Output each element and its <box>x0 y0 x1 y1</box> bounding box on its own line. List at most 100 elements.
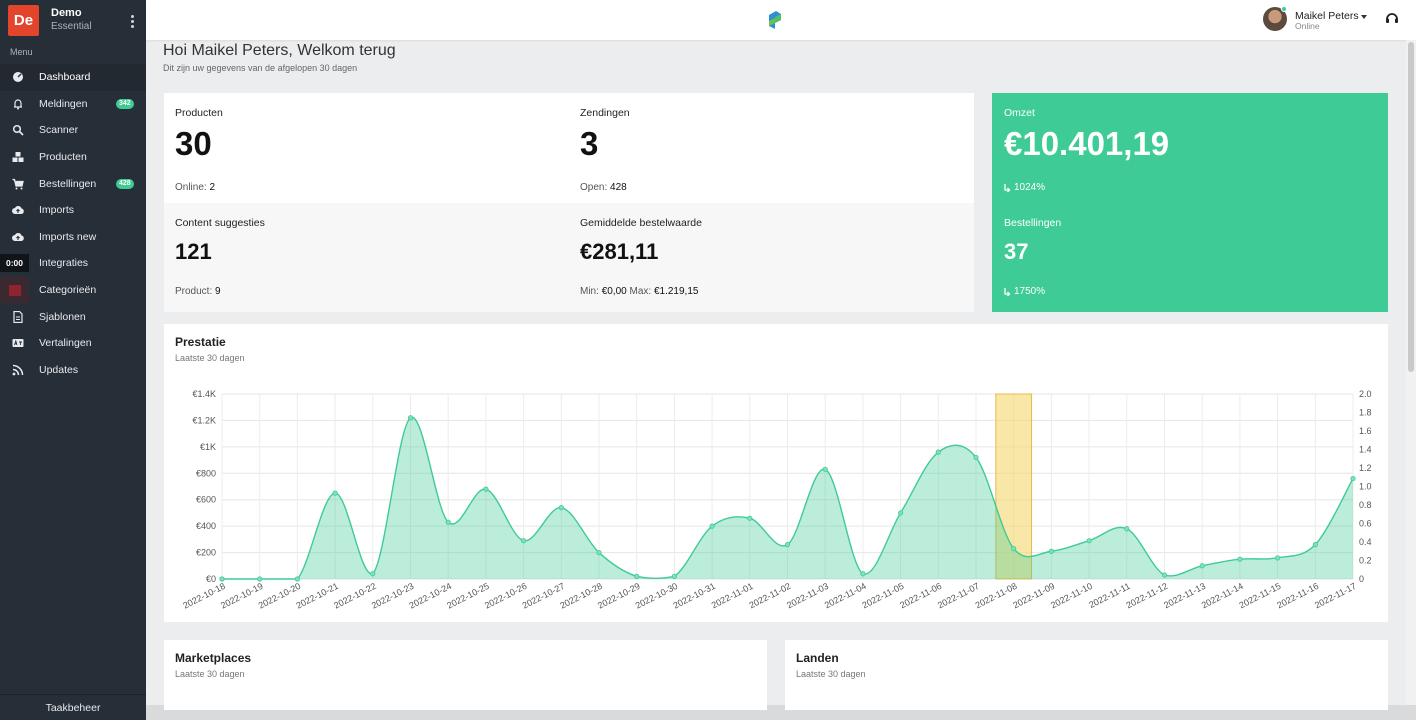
y-tick-label-left: €1.4K <box>192 389 216 399</box>
data-point <box>860 571 866 577</box>
stat-producten[interactable]: Producten 30 Online: 2 <box>164 93 569 202</box>
count-badge: 428 <box>116 178 134 189</box>
x-tick-label: 2022-11-11 <box>1087 581 1131 610</box>
page-title: Hoi Maikel Peters, Welkom terug <box>163 42 396 59</box>
sidebar-item-integraties[interactable]: 0:00 Integraties <box>0 250 146 277</box>
stat-value: 3 <box>580 125 599 162</box>
brand-plan: Essential <box>51 21 92 32</box>
x-tick-label: 2022-11-15 <box>1238 581 1283 611</box>
bestellingen-stat[interactable]: Bestellingen 37 1750% <box>992 203 1388 312</box>
language-icon <box>12 337 24 349</box>
sidebar-item-updates[interactable]: Updates <box>0 357 146 384</box>
brand[interactable]: De Demo Essential <box>0 0 146 40</box>
data-point <box>973 454 979 461</box>
sidebar-item-label: Producten <box>39 151 87 164</box>
data-point <box>1086 538 1092 544</box>
x-tick-label: 2022-10-27 <box>521 581 567 611</box>
sidebar-item-producten[interactable]: Producten <box>0 144 146 171</box>
data-point <box>219 576 225 582</box>
data-point <box>897 510 904 516</box>
landen-subtitle: Laatste 30 dagen <box>796 669 866 679</box>
sidebar-item-sjablonen[interactable]: Sjablonen <box>0 303 146 330</box>
data-point <box>671 573 677 579</box>
sidebar-item-bestellingen[interactable]: Bestellingen 428 <box>0 170 146 197</box>
data-point <box>558 505 564 511</box>
sidebar-item-vertalingen[interactable]: Vertalingen <box>0 330 146 357</box>
x-tick-label: 2022-11-10 <box>1049 581 1094 611</box>
y-tick-label-right: 1.2 <box>1359 463 1372 473</box>
omzet-stat[interactable]: Omzet €10.401,19 1024% <box>992 93 1388 202</box>
sidebar-item-label: Dashboard <box>39 71 91 84</box>
data-point <box>294 576 300 582</box>
stat-label: Zendingen <box>580 107 630 119</box>
main-nav: Dashboard Meldingen 342 Scanner Producten Bes… <box>0 64 146 383</box>
sidebar-item-label: Sjablonen <box>39 310 86 323</box>
sidebar: De Demo Essential Menu Dashboard Meldinge… <box>0 0 146 720</box>
cloud-upload-icon <box>12 204 24 216</box>
data-point <box>709 523 715 529</box>
sidebar-item-dashboard[interactable]: Dashboard <box>0 64 146 91</box>
x-tick-label: 2022-11-03 <box>785 581 830 611</box>
cart-icon <box>12 178 24 190</box>
performance-panel: Prestatie Laatste 30 dagen €0 €200 €400 €60… <box>164 324 1388 622</box>
y-tick-label-left: €200 <box>196 548 216 558</box>
y-tick-label-right: 2.0 <box>1359 389 1372 399</box>
cloud-upload-icon <box>12 231 24 243</box>
y-tick-label-right: 1.6 <box>1359 426 1372 436</box>
bell-icon <box>12 98 24 110</box>
sidebar-item-imports-new[interactable]: Imports new <box>0 224 146 251</box>
performance-title: Prestatie <box>175 335 226 349</box>
y-tick-label-left: €0 <box>206 574 216 584</box>
stat-label: Content suggesties <box>175 217 265 229</box>
data-point <box>445 519 451 525</box>
x-tick-label: 2022-10-19 <box>219 581 265 611</box>
y-tick-label-right: 1.0 <box>1359 482 1372 492</box>
taakbeheer-button[interactable]: Taakbeheer <box>0 694 146 720</box>
scroll-thumb[interactable] <box>1408 42 1414 372</box>
landen-title: Landen <box>796 651 839 665</box>
sidebar-item-label: Categorieën <box>39 284 97 297</box>
x-tick-label: 2022-10-25 <box>445 581 491 611</box>
x-tick-label: 2022-11-08 <box>974 581 1019 611</box>
sidebar-item-label: Updates <box>39 363 79 376</box>
performance-chart[interactable]: €0 €200 €400 €600 €800 €1K €1.2K €1.4K 0 0.2 0.4 0.… <box>164 324 1388 622</box>
stat-label: Gemiddelde bestelwaarde <box>580 217 702 229</box>
stat-content-suggesties[interactable]: Content suggesties 121 Product: 9 <box>164 203 569 312</box>
data-point <box>407 415 414 421</box>
sidebar-item-imports[interactable]: Imports <box>0 197 146 224</box>
sidebar-item-label: Imports new <box>39 230 97 243</box>
x-tick-label: 2022-10-28 <box>558 581 604 611</box>
kebab-menu-icon[interactable] <box>127 14 137 28</box>
omzet-label: Omzet <box>1004 107 1035 119</box>
stats-panel: Producten 30 Online: 2 Zendingen 3 Open:… <box>164 93 974 312</box>
caret-down-icon[interactable] <box>1361 15 1367 19</box>
bestellingen-change: 1750% <box>1004 286 1045 297</box>
series-line <box>222 417 1354 580</box>
data-point <box>596 549 602 556</box>
stat-zendingen[interactable]: Zendingen 3 Open: 428 <box>569 93 974 202</box>
user-name[interactable]: Maikel Peters <box>1295 10 1359 22</box>
performance-subtitle: Laatste 30 dagen <box>175 353 245 363</box>
data-point <box>483 486 489 492</box>
sidebar-item-meldingen[interactable]: Meldingen 342 <box>0 91 146 118</box>
x-tick-label: 2022-11-04 <box>823 581 868 611</box>
y-tick-label-right: 1.8 <box>1359 408 1372 418</box>
sidebar-item-categorieën[interactable]: Categorieën <box>0 276 146 304</box>
omzet-change: 1024% <box>1004 182 1045 193</box>
x-tick-label: 2022-11-17 <box>1313 581 1358 611</box>
stat-gemiddelde-bestelwaarde[interactable]: Gemiddelde bestelwaarde €281,11 Min: €0,… <box>569 203 974 312</box>
omzet-value: €10.401,19 <box>1004 125 1170 162</box>
data-point <box>1011 546 1017 552</box>
stat-label: Producten <box>175 107 223 119</box>
y-tick-label-left: €1K <box>200 442 216 452</box>
vertical-scrollbar[interactable] <box>1406 40 1416 705</box>
sidebar-item-label: Integraties <box>39 257 89 270</box>
trend-arrow-icon <box>1004 287 1011 296</box>
y-tick-label-left: €1.2K <box>192 415 216 425</box>
headset-icon[interactable] <box>1385 11 1399 25</box>
app-logo-icon[interactable] <box>766 10 784 30</box>
x-tick-label: 2022-10-23 <box>370 581 416 611</box>
revenue-card: Omzet €10.401,19 1024% Bestellingen 37 1… <box>992 93 1388 312</box>
sidebar-item-scanner[interactable]: Scanner <box>0 117 146 144</box>
data-point <box>257 576 263 582</box>
